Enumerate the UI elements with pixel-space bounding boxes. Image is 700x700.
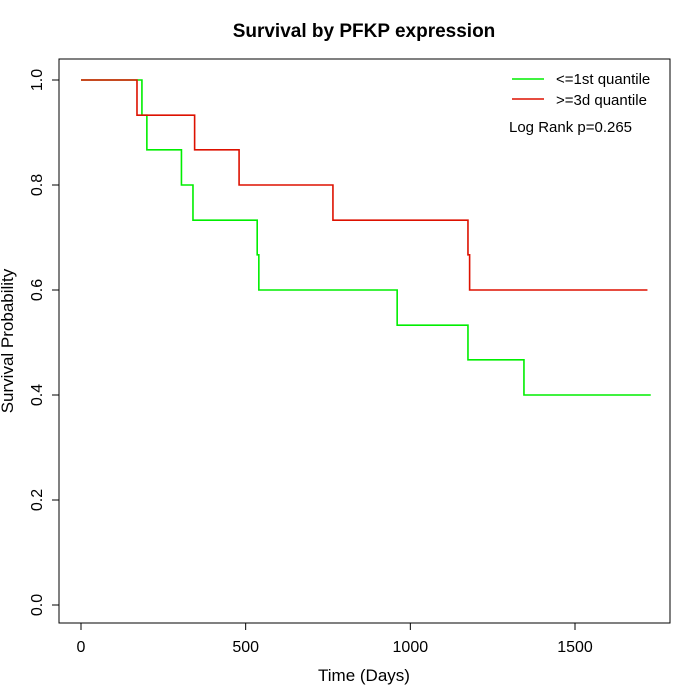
x-tick-label: 1500: [557, 639, 593, 656]
y-axis: 0.0 0.2 0.4 0.6 0.8 1.0: [29, 69, 60, 616]
x-axis-title: Time (Days): [318, 666, 410, 685]
plot-frame: [58, 58, 671, 624]
y-tick-label: 0.8: [29, 174, 46, 196]
x-tick-label: 1000: [393, 639, 429, 656]
y-tick-label: 1.0: [29, 69, 46, 91]
y-tick-label: 0.0: [29, 594, 46, 616]
y-tick-label: 0.2: [29, 489, 46, 511]
log-rank-annotation: Log Rank p=0.265: [509, 119, 632, 136]
legend: <=1st quantile >=3d quantile: [512, 71, 650, 109]
survival-curve-high: [81, 79, 648, 291]
survival-curve-low: [81, 79, 651, 396]
legend-label-low: <=1st quantile: [556, 71, 650, 88]
chart-title: Survival by PFKP expression: [233, 21, 496, 42]
y-axis-title: Survival Probability: [0, 268, 17, 413]
y-tick-label: 0.6: [29, 279, 46, 301]
x-tick-label: 0: [77, 639, 86, 656]
legend-label-high: >=3d quantile: [556, 92, 647, 109]
y-tick-label: 0.4: [29, 384, 46, 406]
x-tick-label: 500: [232, 639, 259, 656]
series-group: [81, 79, 651, 396]
x-axis: 0 500 1000 1500: [77, 622, 593, 656]
